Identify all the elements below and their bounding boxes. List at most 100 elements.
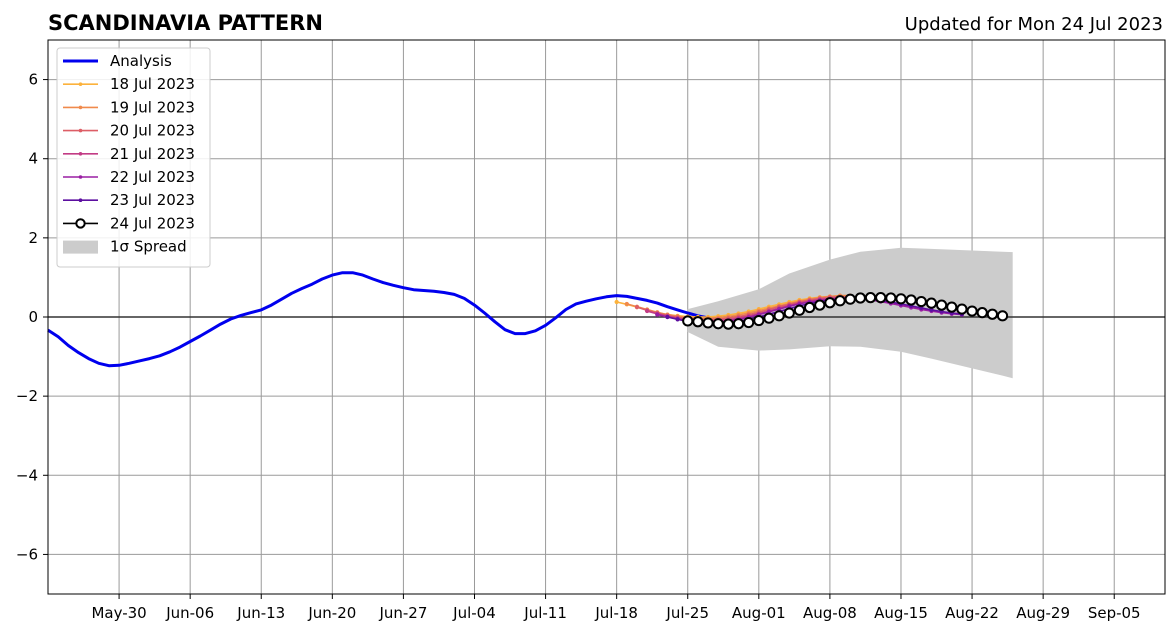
current-forecast-point [996, 310, 1009, 322]
legend-item: 21 Jul 2023 [63, 145, 195, 163]
current-forecast-point [966, 305, 978, 317]
legend-label: 19 Jul 2023 [110, 98, 195, 116]
current-forecast-point [864, 292, 877, 304]
forecast-point [665, 314, 670, 320]
legend-label: 23 Jul 2023 [110, 191, 195, 209]
legend-marker [78, 105, 83, 110]
forecast-point [624, 301, 629, 307]
current-forecast-point [854, 292, 866, 304]
current-forecast-point [692, 316, 704, 328]
legend-label: 24 Jul 2023 [110, 214, 195, 232]
current-forecast-point [834, 295, 846, 307]
current-forecast-point [743, 316, 755, 329]
analysis-line [47, 271, 709, 368]
current-forecast-point [885, 292, 897, 304]
current-forecast-point [986, 308, 998, 320]
y-tick-label: −2 [16, 387, 38, 405]
current-forecast-point [905, 294, 917, 306]
x-tick-label: Jun-06 [165, 604, 214, 622]
current-forecast-point [763, 312, 775, 324]
chart-subtitle: Updated for Mon 24 Jul 2023 [905, 14, 1163, 35]
current-forecast-point [875, 292, 887, 304]
current-forecast-point [793, 304, 806, 316]
legend-item: 18 Jul 2023 [63, 75, 195, 93]
x-tick-label: Aug-01 [732, 604, 786, 622]
forecast-point [655, 312, 660, 317]
legend-item: Analysis [63, 52, 172, 70]
current-forecast-point [925, 297, 938, 309]
legend-item: 24 Jul 2023 [63, 214, 195, 232]
legend-item: 19 Jul 2023 [63, 98, 195, 116]
legend-label: 20 Jul 2023 [110, 122, 195, 140]
legend-item: 1σ Spread [63, 238, 187, 256]
forecast-point [675, 317, 680, 322]
y-tick-label: 2 [28, 229, 38, 247]
legend-marker [78, 82, 83, 86]
x-tick-label: Jul-18 [594, 604, 638, 622]
current-forecast-point [946, 301, 958, 313]
x-tick-label: Jul-04 [452, 604, 496, 622]
x-tick-label: Jun-20 [307, 604, 356, 622]
current-forecast-series [682, 292, 1009, 330]
legend-marker [78, 128, 83, 133]
current-forecast-point [732, 318, 745, 330]
current-forecast-point [773, 310, 785, 322]
legend-marker [78, 152, 83, 156]
legend-item: 23 Jul 2023 [63, 191, 195, 209]
forecast-point [614, 299, 619, 305]
current-forecast-point [824, 297, 836, 309]
forecast-point [645, 308, 650, 314]
current-forecast-point [722, 318, 734, 330]
forecast-point [634, 305, 640, 310]
current-forecast-point [753, 314, 765, 327]
current-forecast-point [814, 299, 826, 311]
current-forecast-point [976, 307, 988, 319]
y-tick-label: 4 [28, 150, 38, 168]
current-forecast-point [915, 295, 927, 308]
x-tick-label: May-30 [91, 604, 146, 622]
analysis-series [47, 271, 709, 368]
legend-label: 1σ Spread [110, 238, 187, 256]
legend-item: 20 Jul 2023 [63, 122, 195, 140]
chart-title: SCANDINAVIA PATTERN [48, 11, 323, 35]
y-tick-label: −6 [16, 545, 38, 563]
x-tick-label: Jun-13 [236, 604, 285, 622]
x-tick-label: Jun-27 [378, 604, 427, 622]
x-axis: May-30 Jun-06 Jun-13 Jun-20 Jun-27 Jul-04 Jul-… [91, 594, 1141, 622]
legend-label: Analysis [110, 52, 172, 70]
x-tick-label: Aug-29 [1016, 604, 1070, 622]
x-tick-label: Jul-25 [665, 604, 709, 622]
legend-box [56, 47, 211, 268]
legend-swatch [63, 240, 98, 254]
legend-label: 21 Jul 2023 [110, 145, 195, 163]
legend-label: 22 Jul 2023 [110, 168, 195, 186]
y-tick-label: 6 [28, 71, 38, 89]
current-forecast-point [844, 293, 856, 305]
current-forecast-point [783, 307, 795, 319]
current-forecast-point [702, 317, 714, 329]
current-forecast-point [803, 301, 816, 314]
current-forecast-point [895, 293, 907, 305]
y-tick-label: −4 [16, 466, 38, 484]
spread-area [687, 247, 1013, 379]
legend-item: 22 Jul 2023 [63, 168, 195, 186]
x-tick-label: Aug-15 [874, 604, 928, 622]
x-tick-label: Aug-22 [945, 604, 999, 622]
current-forecast-point [936, 299, 948, 311]
x-tick-label: Jul-11 [523, 604, 567, 622]
spread-band [687, 247, 1013, 379]
y-axis: 6 4 2 0 −2 −4 −6 [16, 71, 48, 563]
y-tick-label: 0 [28, 308, 38, 326]
x-tick-label: Aug-08 [803, 604, 857, 622]
legend: Analysis 18 Jul 2023 19 Jul 2023 20 Jul 202… [56, 47, 211, 268]
current-forecast-point [682, 315, 694, 327]
legend-marker [78, 198, 83, 202]
current-forecast-point [956, 303, 968, 315]
x-tick-label: Sep-05 [1088, 604, 1141, 622]
legend-label: 18 Jul 2023 [110, 75, 195, 93]
legend-marker [75, 218, 86, 229]
current-forecast-point [712, 318, 724, 330]
legend-marker [78, 175, 83, 179]
